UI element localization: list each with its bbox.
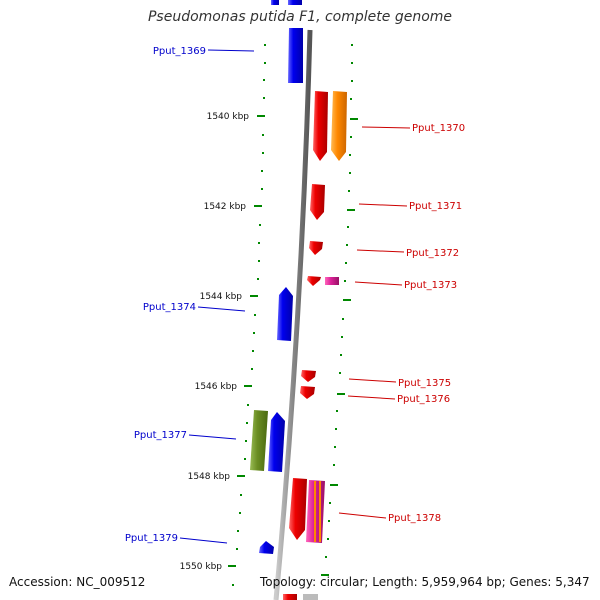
map-title: Pseudomonas putida F1, complete genome (147, 9, 453, 25)
leader-line-pput-1372 (356, 249, 405, 253)
gene-label-pput-1375[interactable]: Pput_1375 (398, 378, 451, 389)
gene-pput-1378-stripe (314, 481, 316, 542)
gene-label-pput-1370[interactable]: Pput_1370 (412, 123, 465, 134)
gene-partial-bottom-right[interactable] (303, 594, 318, 600)
gene-pput-1370[interactable] (313, 91, 328, 161)
gene-pput-1372[interactable] (309, 241, 323, 255)
gene-label-pput-1377[interactable]: Pput_1377 (134, 430, 187, 441)
gene-pput-1377-adjacent[interactable] (268, 412, 285, 472)
major-ticks (228, 115, 358, 576)
leader-line-pput-1375 (348, 378, 397, 383)
genome-backbone (273, 29, 313, 600)
scale-label: 1546 kbp (195, 382, 238, 392)
outer-tick-rail (325, 44, 353, 558)
gene-partial-top-left[interactable] (271, 0, 279, 5)
gene-label-pput-1371[interactable]: Pput_1371 (409, 201, 462, 212)
scale-label: 1550 kbp (180, 562, 223, 572)
gene-partial-bottom-left[interactable] (283, 594, 297, 600)
gene-pput-1373-a[interactable] (307, 276, 321, 286)
gene-label-pput-1373[interactable]: Pput_1373 (404, 280, 457, 291)
gene-label-pput-1376[interactable]: Pput_1376 (397, 394, 450, 405)
gene-label-pput-1379[interactable]: Pput_1379 (125, 533, 178, 544)
leader-line-pput-1378 (338, 512, 387, 519)
topology-text: Topology: circular; Length: 5,959,964 bp… (260, 575, 590, 589)
leader-line-pput-1373 (354, 281, 403, 286)
gene-pput-1375[interactable] (301, 370, 316, 382)
leader-line-pput-1376 (347, 395, 396, 400)
gene-pput-1376[interactable] (300, 386, 315, 399)
gene-pput-1371[interactable] (310, 184, 325, 220)
leader-line-pput-1370 (361, 126, 411, 129)
gene-pput-1378[interactable] (289, 478, 307, 540)
gene-pput-1378-stripe (319, 481, 321, 542)
gene-pput-1374[interactable] (277, 287, 293, 341)
gene-pput-1369[interactable] (288, 28, 303, 83)
scale-label: 1542 kbp (204, 202, 247, 212)
inner-tick-rail (232, 44, 266, 586)
leader-line-pput-1374 (197, 306, 246, 312)
gene-pput-1373[interactable] (325, 277, 339, 285)
leader-line-pput-1371 (358, 203, 408, 207)
leader-line-pput-1377 (188, 434, 237, 440)
gene-label-pput-1378[interactable]: Pput_1378 (388, 513, 441, 524)
gene-pput-1370-adjacent[interactable] (331, 91, 347, 161)
gene-pput-1377[interactable] (250, 410, 268, 471)
scale-label: 1548 kbp (188, 472, 231, 482)
gene-label-pput-1374[interactable]: Pput_1374 (143, 302, 196, 313)
gene-label-pput-1372[interactable]: Pput_1372 (406, 248, 459, 259)
scale-label: 1540 kbp (207, 112, 250, 122)
scale-label: 1544 kbp (200, 292, 243, 302)
gene-pput-1379[interactable] (259, 541, 274, 554)
leader-line-pput-1379 (179, 537, 228, 544)
leader-line-pput-1369 (207, 49, 255, 52)
gene-label-pput-1369[interactable]: Pput_1369 (153, 46, 206, 57)
gene-partial-top-right[interactable] (288, 0, 302, 5)
accession-text: Accession: NC_009512 (9, 575, 146, 589)
